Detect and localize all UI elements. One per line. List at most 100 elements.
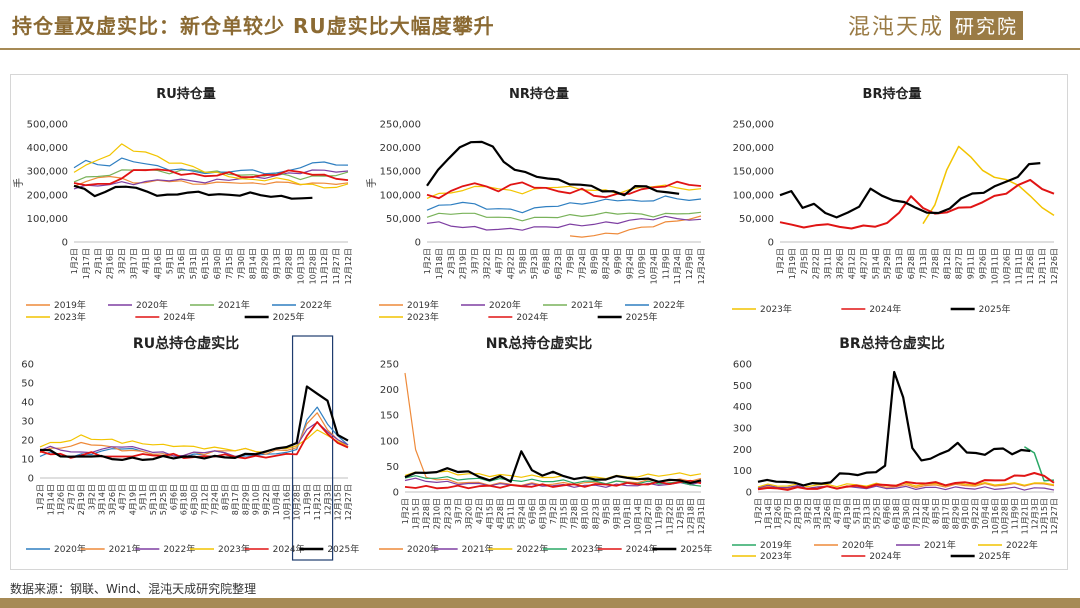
highlight-box [291,335,334,561]
x-tick-label: 6月19日 [538,498,547,529]
x-tick-label: 7月24日 [578,248,587,279]
x-tick-label: 7月9日 [566,248,575,274]
y-tick-label: 250,000 [733,120,774,131]
x-tick-label: 4月7日 [494,248,503,274]
x-tick-label: 11月22日 [665,498,674,534]
x-tick-label: 6月6日 [169,484,178,510]
y-tick-label: 300 [733,424,752,435]
x-tick-label: 12月31日 [697,498,706,534]
series-line [73,184,313,200]
x-tick-label: 3月22日 [483,248,492,279]
x-tick-label: 6月8日 [542,248,551,274]
x-tick-label: 11月9日 [661,248,670,279]
x-tick-label: 10月1日 [623,498,632,529]
series-line [404,479,702,490]
x-tick-label: 3月14日 [98,484,107,515]
legend-label: 2023年 [571,543,603,555]
series-line [39,429,349,453]
x-tick-label: 6月30日 [902,498,911,529]
series-line [39,421,349,458]
y-tick-label: 0 [746,488,752,499]
x-tick-label: 10月4日 [272,484,281,515]
legend-label: 2025年 [680,543,712,555]
legend-label: 2024年 [869,303,901,315]
x-tick-label: 10月9日 [637,248,646,279]
y-tick-label: 60 [21,360,34,371]
x-tick-label: 9月28日 [284,248,293,279]
x-tick-label: 12月18日 [686,498,695,534]
x-tick-label: 4月1日 [141,248,150,274]
x-tick-label: 8月29日 [951,498,960,529]
y-axis-label: 手 [12,178,25,188]
x-tick-label: 5月14日 [871,248,880,279]
x-tick-label: 10月16日 [282,484,291,520]
x-tick-label: 1月28日 [422,498,431,529]
x-tick-label: 9月11日 [967,248,976,279]
x-tick-label: 2月16日 [106,248,115,279]
chart-ru-open-interest: RU持仓量 0 100,000 200,000 300,000 400,000 500,00… [12,86,353,323]
chart-panel-frame [10,74,1068,570]
x-tick-label: 3月26日 [836,248,845,279]
y-tick-label: 20 [21,436,34,447]
x-tick-label: 2月7日 [784,498,793,524]
logo-text: 混沌天成 [848,15,945,40]
legend-label: 2024年 [273,543,305,555]
x-tick-label: 8月10日 [581,498,590,529]
legend-label: 2023年 [760,550,792,562]
x-tick-label: 7月28日 [931,248,940,279]
x-tick-label: 1月2日 [754,498,763,524]
y-tick-label: 100,000 [380,190,421,201]
company-logo: 混沌天成 研究院 [848,10,1058,40]
series-line [922,145,1055,225]
x-tick-label: 10月4日 [981,498,990,529]
x-tick-label: 7月15日 [560,498,569,529]
x-tick-label: 8月27日 [955,248,964,279]
x-tick-label: 2月19日 [77,484,86,515]
legend-label: 2022年 [1006,539,1038,551]
x-tick-label: 1月2日 [401,498,410,524]
x-tick-label: 9月26日 [979,248,988,279]
legend-label: 2025年 [979,303,1011,315]
series-line [39,421,349,460]
x-tick-label: 2月5日 [800,248,809,274]
x-tick-label: 8月17日 [941,498,950,529]
x-tick-label: 5月31日 [189,248,198,279]
x-tick-label: 1月17日 [82,248,91,279]
x-tick-label: 1月18日 [435,248,444,279]
x-tick-label: 9月22日 [262,484,271,515]
x-tick-label: 8月12日 [943,248,952,279]
legend-label: 2019年 [407,299,439,311]
x-tick-label: 10月14日 [634,498,643,534]
x-tick-label: 3月2日 [118,248,127,274]
x-tick-label: 2月19日 [793,498,802,529]
x-tick-label: 9月10日 [961,498,970,529]
series-line [426,211,702,222]
y-tick-label: 0 [415,238,421,249]
x-tick-label: 2月19日 [459,248,468,279]
y-tick-label: 50,000 [739,214,774,225]
chart-title: RU持仓量 [156,86,216,102]
legend-label: 2023年 [407,311,439,323]
x-tick-label: 8月29日 [241,484,250,515]
x-tick-label: 1月2日 [70,248,79,274]
x-tick-label: 8月9日 [590,248,599,274]
x-tick-label: 7月28日 [570,498,579,529]
x-tick-label: 6月23日 [554,248,563,279]
x-tick-label: 1月2日 [36,484,45,510]
x-tick-label: 4月7日 [833,498,842,524]
y-tick-label: 150,000 [733,167,774,178]
x-tick-label: 6月13日 [895,248,904,279]
x-tick-label: 2月10日 [433,498,442,529]
series-line [757,472,1055,491]
y-tick-label: 150 [380,411,399,422]
x-tick-label: 5月29日 [883,248,892,279]
x-tick-label: 7月24日 [211,484,220,515]
x-tick-label: 7月24日 [922,498,931,529]
y-tick-label: 50 [21,379,34,390]
x-tick-label: 7月12日 [912,498,921,529]
x-tick-label: 12月3日 [1030,498,1039,529]
chart-title: NR持仓量 [509,86,569,102]
x-tick-label: 5月8日 [518,248,527,274]
x-tick-label: 3月20日 [464,498,473,529]
